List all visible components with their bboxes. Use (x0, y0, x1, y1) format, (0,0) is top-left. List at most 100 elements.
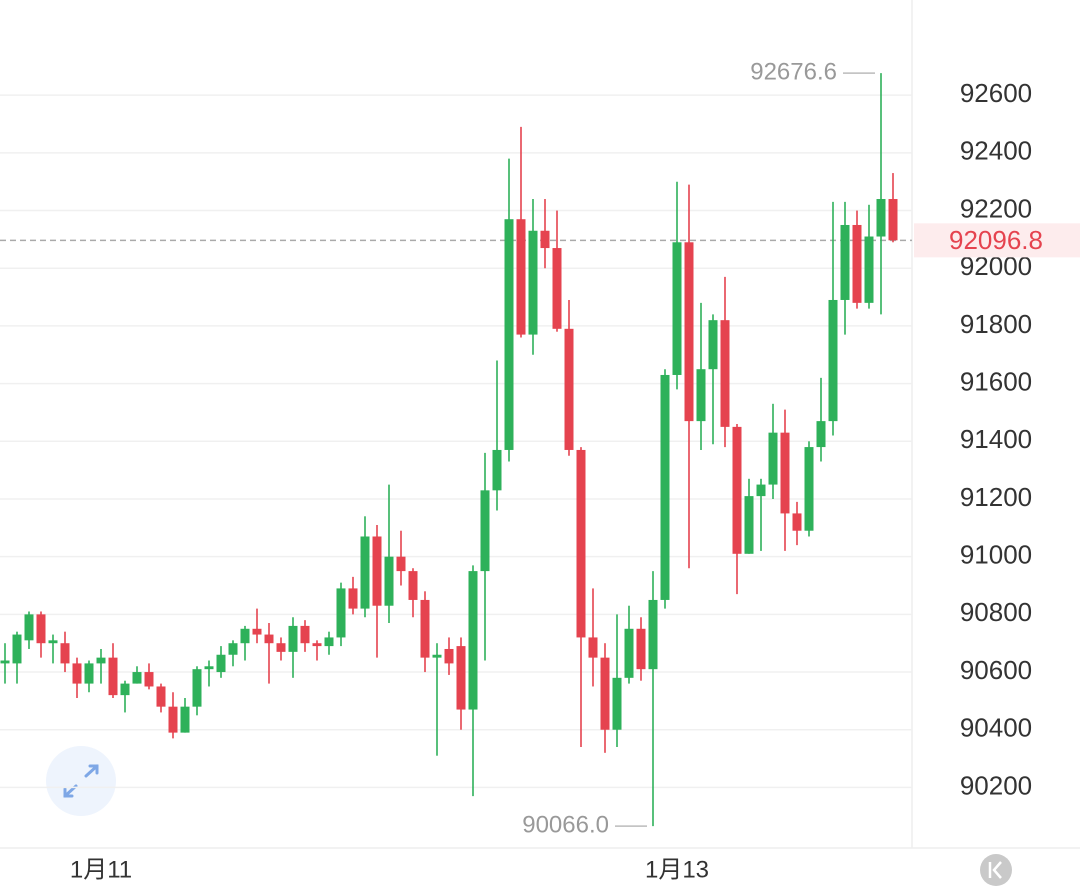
candle-body (588, 637, 598, 658)
candle-body (744, 496, 754, 554)
candle-body (324, 637, 334, 647)
candle-body (828, 299, 838, 422)
candle-body (36, 614, 46, 644)
candle-body (816, 421, 826, 448)
candle-body (288, 625, 298, 652)
candle-body (132, 672, 142, 684)
candle-body (864, 236, 874, 303)
candle-body (708, 320, 718, 370)
candle-body (888, 199, 898, 241)
reset-icon[interactable] (988, 861, 1002, 879)
last-price-badge (914, 223, 1080, 258)
candle-body (396, 556, 406, 572)
candle-body (576, 449, 586, 638)
candle-body (528, 230, 538, 335)
candle-body (180, 706, 190, 733)
candle-body (612, 677, 622, 730)
candle-body (216, 654, 226, 673)
y-tick-label: 91400 (960, 424, 1032, 454)
candle-body (684, 242, 694, 422)
candle-body (24, 614, 34, 641)
candle-body (432, 654, 442, 658)
x-tick-label: 1月11 (70, 856, 132, 883)
annotation-label: 90066.0 (522, 811, 609, 838)
candle-body (504, 219, 514, 450)
candle-body (540, 230, 550, 249)
y-tick-label: 91200 (960, 482, 1032, 512)
candle-body (252, 628, 262, 635)
candle-body (456, 646, 466, 710)
last-price-label: 92096.8 (949, 225, 1043, 255)
candle-body (48, 640, 58, 644)
expand-button-bg[interactable] (46, 746, 116, 816)
candle-body (360, 536, 370, 609)
candle-body (192, 669, 202, 707)
candle-body (672, 242, 682, 375)
candle-body (204, 666, 214, 670)
candle-body (756, 484, 766, 497)
candle-body (264, 634, 274, 644)
candle-body (144, 672, 154, 687)
candle-body (696, 369, 706, 422)
candle-body (300, 625, 310, 644)
candle-body (480, 490, 490, 572)
candle-body (768, 432, 778, 485)
candle-body (792, 513, 802, 531)
candle-body (516, 219, 526, 335)
candle-body (660, 374, 670, 600)
candle-body (840, 224, 850, 300)
candle-body (552, 248, 562, 329)
candle-body (108, 657, 118, 696)
candle-body (168, 706, 178, 733)
candle-body (852, 224, 862, 303)
candle-body (468, 571, 478, 710)
candle-body (780, 432, 790, 514)
y-tick-label: 90800 (960, 597, 1032, 627)
x-tick-label: 1月13 (645, 856, 709, 883)
candle-body (372, 536, 382, 606)
candle-body (408, 571, 418, 600)
candle-body (312, 643, 322, 647)
candle-body (96, 657, 106, 664)
y-tick-label: 91600 (960, 366, 1032, 396)
candle-body (624, 628, 634, 678)
candle-body (636, 628, 646, 670)
candle-body (240, 628, 250, 644)
y-tick-label: 92200 (960, 193, 1032, 223)
candle-body (0, 660, 10, 664)
reset-button[interactable] (980, 854, 1012, 886)
candle-body (444, 648, 454, 664)
candle-body (648, 599, 658, 670)
candle-body (60, 643, 70, 664)
expand-button[interactable] (46, 746, 116, 816)
y-tick-label: 92600 (960, 78, 1032, 108)
candle-body (276, 643, 286, 652)
reset-button-bg[interactable] (980, 854, 1012, 886)
candle-body (564, 328, 574, 450)
candle-body (72, 663, 82, 684)
candle-body (348, 588, 358, 609)
candle-body (120, 683, 130, 696)
candle-body (84, 663, 94, 684)
candle-body (156, 686, 166, 707)
candle-body (228, 643, 238, 655)
candle-body (384, 556, 394, 606)
y-tick-label: 90200 (960, 770, 1032, 800)
candle-body (876, 199, 886, 237)
candle-body (336, 588, 346, 638)
y-tick-label: 91800 (960, 309, 1032, 339)
y-tick-label: 91000 (960, 540, 1032, 570)
y-tick-label: 92400 (960, 136, 1032, 166)
candle-body (12, 634, 22, 664)
y-tick-label: 90600 (960, 655, 1032, 685)
candle-body (804, 447, 814, 531)
candle-body (600, 657, 610, 730)
y-tick-label: 90400 (960, 713, 1032, 743)
candle-body (492, 449, 502, 491)
candle-body (732, 426, 742, 554)
annotation-label: 92676.6 (750, 58, 837, 85)
candle-body (720, 320, 730, 427)
candle-body (420, 599, 430, 658)
expand-icon[interactable] (63, 764, 99, 798)
